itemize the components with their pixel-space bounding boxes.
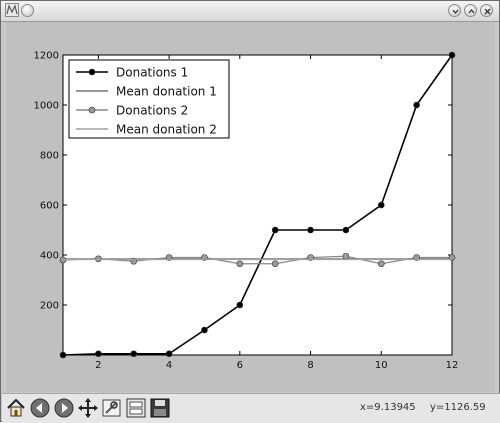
- data-point-donations-1: [130, 350, 138, 358]
- y-tick-label: 600: [40, 201, 59, 212]
- cursor-x-readout: x=9.13945: [360, 402, 416, 413]
- data-point-donations-1: [413, 101, 420, 109]
- minimize-icon: [452, 9, 459, 15]
- title-bar: [1, 1, 499, 22]
- axis-ticks: 2 4 6 8 10 12 200 400 600 800 1000 1200: [34, 51, 459, 372]
- legend-box: [68, 59, 230, 139]
- series-layer: [59, 51, 456, 359]
- navigation-toolbar: x=9.13945 y=1126.59: [2, 393, 500, 423]
- data-point-donations-1: [59, 351, 67, 359]
- line-chart: 2 4 6 8 10 12 200 400 600 800 1000 1200 Donations 1…: [34, 51, 459, 372]
- data-point-donations-1: [377, 201, 385, 209]
- y-tick-label: 1200: [34, 51, 59, 62]
- back-icon[interactable]: [29, 397, 51, 419]
- legend-label: Mean donation 1: [116, 85, 217, 99]
- matplotlib-app-icon: [5, 3, 19, 17]
- legend: Donations 1 Mean donation 1 Donations 2 Mea…: [68, 59, 230, 139]
- forward-icon[interactable]: [53, 397, 75, 419]
- y-tick-label: 200: [40, 301, 59, 312]
- x-tick-label: 4: [166, 360, 172, 371]
- legend-label: Donations 1: [116, 66, 188, 80]
- x-tick-label: 2: [95, 360, 101, 371]
- data-point-donations-1: [165, 350, 173, 358]
- y-tick-label: 400: [40, 251, 59, 262]
- subplots-icon[interactable]: [125, 397, 147, 419]
- data-point-donations-1: [95, 350, 102, 358]
- pan-icon[interactable]: [77, 397, 99, 419]
- legend-marker: [88, 106, 96, 114]
- data-point-donations-2: [342, 252, 350, 260]
- x-tick-label: 10: [375, 360, 388, 371]
- close-icon: [484, 8, 491, 15]
- maximize-button[interactable]: [464, 4, 477, 17]
- y-tick-label: 800: [40, 151, 59, 162]
- figure-canvas[interactable]: 2 4 6 8 10 12 200 400 600 800 1000 1200 Donations 1…: [6, 22, 495, 392]
- x-tick-label: 12: [446, 360, 459, 371]
- data-point-donations-1: [271, 226, 279, 234]
- data-point-donations-2: [377, 260, 385, 268]
- series-line-donations-1: [62, 54, 453, 356]
- x-tick-label: 6: [237, 360, 243, 371]
- data-point-donations-1: [448, 51, 456, 59]
- data-point-donations-1: [307, 226, 314, 234]
- legend-label: Donations 2: [116, 104, 188, 118]
- data-point-donations-2: [271, 260, 279, 268]
- data-point-donations-1: [236, 301, 244, 309]
- legend-marker: [88, 68, 96, 76]
- zoom-icon[interactable]: [101, 397, 123, 419]
- y-tick-label: 1000: [34, 101, 59, 112]
- close-button[interactable]: [480, 4, 493, 17]
- minimize-button[interactable]: [448, 4, 461, 17]
- data-point-donations-1: [201, 326, 208, 334]
- x-tick-label: 8: [307, 360, 313, 371]
- maximize-icon: [468, 8, 475, 14]
- data-point-donations-2: [236, 260, 244, 268]
- series-line-donations-2: [62, 255, 452, 265]
- cursor-y-readout: y=1126.59: [430, 402, 486, 413]
- legend-label: Mean donation 2: [116, 123, 217, 137]
- home-icon[interactable]: [5, 397, 27, 419]
- data-point-donations-2: [95, 255, 102, 263]
- save-icon[interactable]: [149, 397, 171, 419]
- data-point-donations-1: [342, 226, 350, 234]
- window-menu-button[interactable]: [21, 4, 34, 17]
